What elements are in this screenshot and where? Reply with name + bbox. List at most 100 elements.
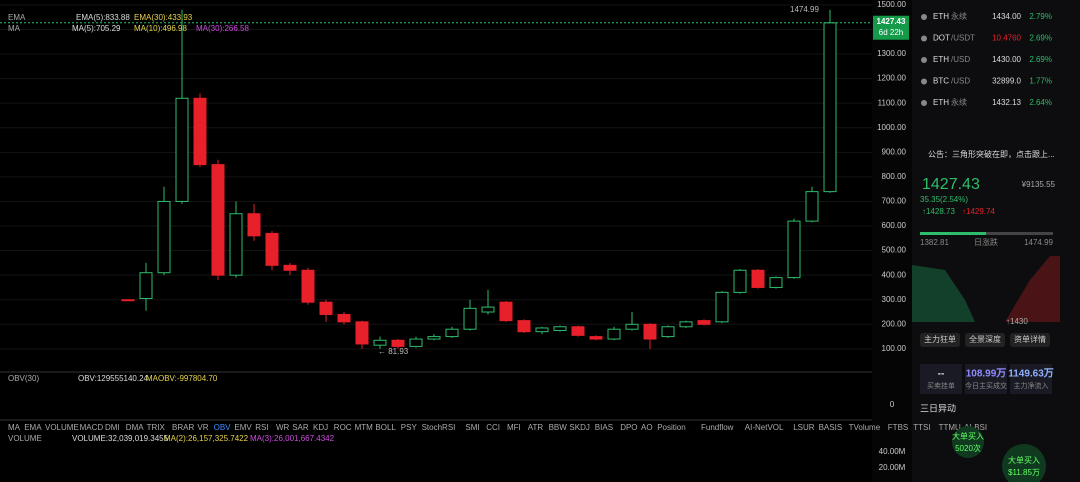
bid: ↑1428.73 <box>922 207 955 216</box>
indicator-tab[interactable]: PSY <box>401 423 418 432</box>
stat-box <box>920 364 962 394</box>
ticker-cny: ¥9135.55 <box>1021 180 1056 189</box>
indicator-tab[interactable]: Position <box>657 423 685 432</box>
bubble <box>1002 444 1046 482</box>
coin-icon <box>921 100 927 106</box>
indicator-tab[interactable]: TTSI <box>913 423 930 432</box>
indicator-tab[interactable]: BIAS <box>595 423 613 432</box>
range-bar <box>920 232 1053 235</box>
stat-value: 1149.63万 <box>1008 368 1054 380</box>
indicator-tab[interactable]: SKDJ <box>569 423 589 432</box>
indicator-tab[interactable]: MTM <box>355 423 374 432</box>
indicator-tab[interactable]: AI-BSI <box>964 423 987 432</box>
price: 1430.00 <box>992 55 1021 64</box>
button-label[interactable]: 资单详情 <box>1014 334 1046 344</box>
range-label: 日涨跌 <box>974 237 998 247</box>
change: 2.69% <box>1029 34 1052 43</box>
indicator-tab[interactable]: EMA <box>24 423 42 432</box>
y-tick-label: 700.00 <box>882 197 907 206</box>
high-marker: 1474.99 <box>790 5 819 14</box>
candle-body <box>499 301 513 322</box>
symbol[interactable]: DOT <box>933 34 950 43</box>
symbol[interactable]: ETH <box>933 12 949 21</box>
legend: EMA <box>8 13 26 22</box>
indicator-tab[interactable]: BRAR <box>172 423 194 432</box>
candle-body <box>373 339 387 346</box>
indicator-tab[interactable]: BBW <box>549 423 568 432</box>
candle-body <box>175 97 189 202</box>
y-tick-label: 800.00 <box>882 172 907 181</box>
indicator-tab[interactable]: SMI <box>465 423 479 432</box>
indicator-tab[interactable]: BASIS <box>819 423 843 432</box>
indicator-tab[interactable]: ROC <box>334 423 352 432</box>
legend: MA(10):496.98 <box>134 24 187 33</box>
three-day: 三日异动 <box>920 403 956 413</box>
price: 32899.0 <box>992 77 1021 86</box>
coin-icon <box>921 14 927 20</box>
last-price-box <box>873 15 909 40</box>
indicator-tab[interactable]: TVolume <box>849 423 881 432</box>
indicator-tab[interactable]: DPO <box>620 423 637 432</box>
candle-body <box>805 191 819 222</box>
depth-label: ↑1430 <box>1006 317 1028 326</box>
legend: MA <box>8 24 21 33</box>
indicator-tab[interactable]: ATR <box>528 423 544 432</box>
indicator-tab[interactable]: BOLL <box>375 423 396 432</box>
candle-body <box>553 326 567 331</box>
indicator-tab[interactable]: CCI <box>486 423 500 432</box>
indicator-tab[interactable]: SAR <box>292 423 309 432</box>
y-tick-label: 1300.00 <box>877 49 906 58</box>
symbol[interactable]: ETH <box>933 98 949 107</box>
indicator-tab[interactable]: EMV <box>234 423 252 432</box>
candle-body <box>193 97 207 166</box>
button[interactable] <box>965 333 1005 347</box>
notice[interactable]: 公告：三角形突破在即，点击跟上... <box>928 149 1055 159</box>
candle-body <box>301 269 315 303</box>
button-label[interactable]: 全景深度 <box>969 334 1001 344</box>
market: 永续 <box>951 97 967 107</box>
indicator-tab[interactable]: OBV <box>214 423 232 432</box>
stat-label: 今日主买成交 <box>965 381 1007 390</box>
indicator-tab[interactable]: DMA <box>126 423 144 432</box>
legend: VOLUME <box>8 434 42 443</box>
button[interactable] <box>920 333 960 347</box>
indicator-tab[interactable]: WR <box>276 423 290 432</box>
y-tick-label: 300.00 <box>882 295 907 304</box>
y-tick-label: 400.00 <box>882 270 907 279</box>
indicator-tab[interactable]: RSI <box>255 423 268 432</box>
symbol[interactable]: ETH <box>933 55 949 64</box>
candle-body <box>463 307 477 330</box>
indicator-tab[interactable]: DMI <box>105 423 120 432</box>
button-label[interactable]: 主力狂单 <box>924 334 956 344</box>
countdown: 6d 22h <box>879 28 903 37</box>
indicator-tab[interactable]: AO <box>641 423 653 432</box>
indicator-tab[interactable]: AI-NetVOL <box>745 423 784 432</box>
range-high: 1474.99 <box>1024 238 1053 247</box>
stat-label: 买卖挂单 <box>927 381 955 390</box>
candle-body <box>481 306 495 313</box>
change: 2.64% <box>1029 98 1052 107</box>
indicator-tab[interactable]: StochRSI <box>422 423 456 432</box>
indicator-tab[interactable]: KDJ <box>313 423 328 432</box>
indicator-tab[interactable]: LSUR <box>793 423 815 432</box>
ticker-change: 35.35(2.54%) <box>920 195 968 204</box>
indicator-tab[interactable]: TRIX <box>147 423 166 432</box>
indicator-tab[interactable]: MACD <box>80 423 104 432</box>
stat-box <box>965 364 1007 394</box>
indicator-tab[interactable]: MA <box>8 423 21 432</box>
indicator-tab[interactable]: FTBS <box>888 423 908 432</box>
candle-body <box>643 323 657 340</box>
indicator-tab[interactable]: MFI <box>507 423 521 432</box>
indicator-tab[interactable]: VR <box>197 423 208 432</box>
y-tick-label: 1200.00 <box>877 74 906 83</box>
indicator-tab[interactable]: VOLUME <box>45 423 79 432</box>
indicator-tab[interactable]: Fundflow <box>701 423 734 432</box>
y-tick-label: 200.00 <box>882 319 907 328</box>
bubble-value: $11.85万 <box>1008 468 1040 477</box>
symbol[interactable]: BTC <box>933 77 949 86</box>
candle-body <box>337 313 351 323</box>
indicator-tab[interactable]: TTMU <box>939 423 961 432</box>
y-tick-label: 100.00 <box>882 344 907 353</box>
button[interactable] <box>1010 333 1050 347</box>
legend: MA(3):26,001,667.4342 <box>250 434 335 443</box>
